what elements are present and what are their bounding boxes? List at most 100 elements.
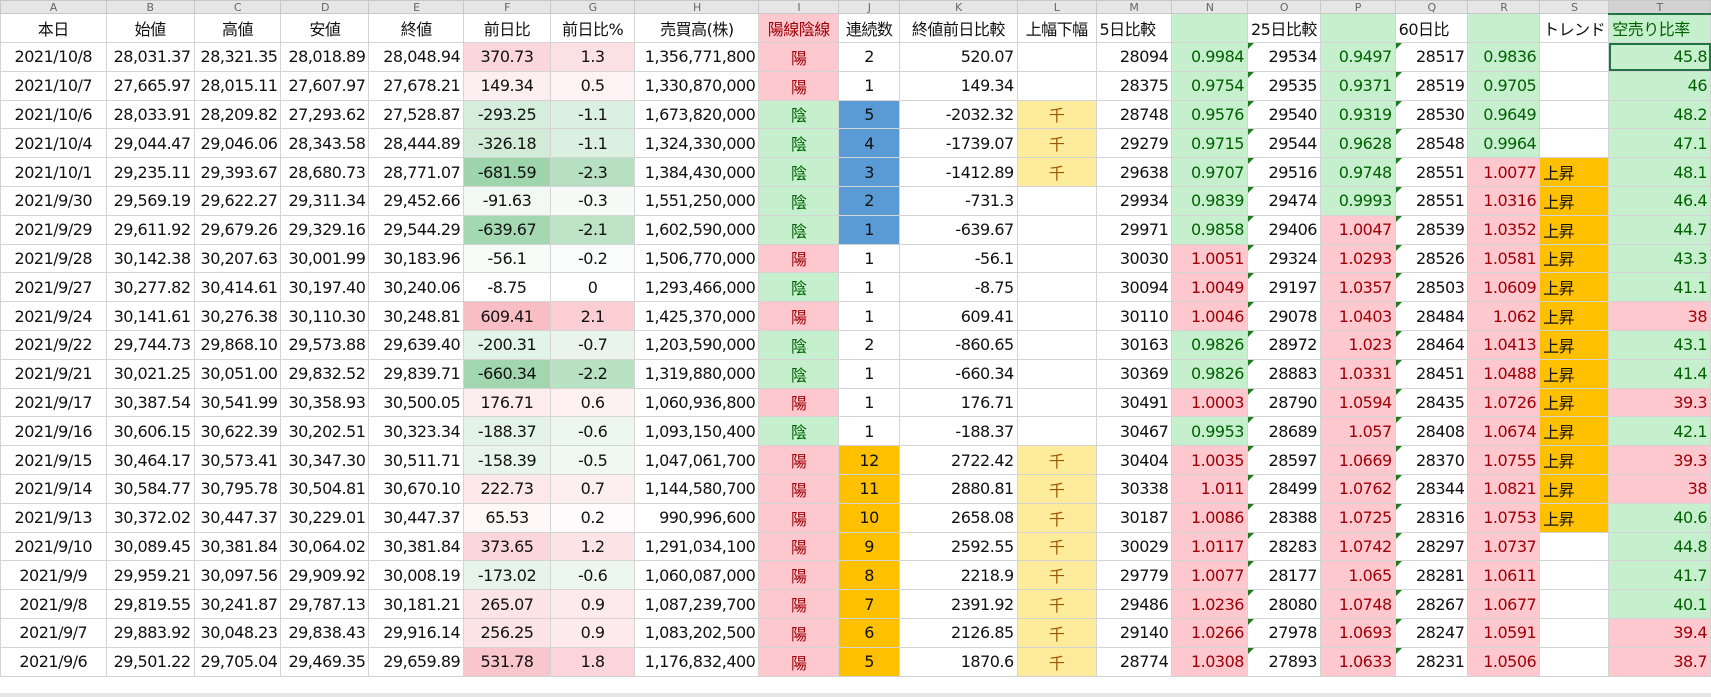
cell-H20[interactable]: 1,291,034,100 — [634, 531, 760, 562]
cell-N9[interactable]: 0.9858 — [1171, 214, 1248, 245]
cell-A4[interactable]: 2021/10/7 — [0, 70, 107, 101]
cell-K15[interactable]: 176.71 — [899, 387, 1018, 418]
cell-M17[interactable]: 30404 — [1095, 445, 1173, 475]
cell-S17[interactable]: 上昇 — [1539, 445, 1610, 475]
cell-F20[interactable]: 373.65 — [463, 531, 551, 562]
cell-S14[interactable]: 上昇 — [1539, 358, 1610, 389]
cell-E11[interactable]: 30,240.06 — [368, 272, 465, 303]
cell-D22[interactable]: 29,787.13 — [280, 589, 370, 619]
cell-G16[interactable]: -0.6 — [549, 416, 636, 447]
cell-K8[interactable]: -731.3 — [899, 185, 1018, 216]
cell-E13[interactable]: 29,639.40 — [368, 329, 465, 360]
cell-N17[interactable]: 1.0035 — [1171, 445, 1248, 475]
cell-C7[interactable]: 29,393.67 — [193, 157, 282, 187]
cell-P22[interactable]: 1.0748 — [1319, 589, 1396, 619]
cell-K11[interactable]: -8.75 — [899, 272, 1018, 303]
cell-A11[interactable]: 2021/9/27 — [0, 272, 107, 303]
cell-L16[interactable] — [1016, 416, 1097, 447]
cell-B24[interactable]: 29,501.22 — [105, 646, 195, 677]
cell-B3[interactable]: 28,031.37 — [105, 42, 195, 72]
cell-K14[interactable]: -660.34 — [899, 358, 1018, 389]
cell-J16[interactable]: 1 — [838, 416, 901, 447]
cell-N24[interactable]: 1.0308 — [1171, 646, 1248, 677]
cell-T17[interactable]: 39.3 — [1608, 445, 1711, 475]
cell-S4[interactable] — [1539, 70, 1610, 101]
cell-R6[interactable]: 0.9964 — [1467, 128, 1541, 159]
cell-D3[interactable]: 28,018.89 — [280, 42, 370, 72]
cell-D4[interactable]: 27,607.97 — [280, 70, 370, 101]
cell-Q16[interactable]: 28408 — [1394, 416, 1469, 447]
cell-I5[interactable]: 陰 — [758, 99, 840, 130]
cell-B23[interactable]: 29,883.92 — [105, 617, 195, 648]
cell-K12[interactable]: 609.41 — [899, 301, 1018, 331]
cell-R4[interactable]: 0.9705 — [1467, 70, 1541, 101]
cell-S24[interactable] — [1539, 646, 1610, 677]
cell-J10[interactable]: 1 — [838, 243, 901, 274]
cell-H16[interactable]: 1,093,150,400 — [634, 416, 760, 447]
cell-T4[interactable]: 46 — [1608, 70, 1711, 101]
cell-C4[interactable]: 28,015.11 — [193, 70, 282, 101]
cell-T12[interactable]: 38 — [1608, 301, 1711, 331]
cell-P11[interactable]: 1.0357 — [1319, 272, 1396, 303]
cell-L7[interactable]: 千 — [1016, 157, 1097, 187]
column-header-S[interactable]: S — [1539, 0, 1610, 14]
header-cell[interactable] — [1171, 13, 1248, 43]
header-cell[interactable]: 25日比較 — [1246, 13, 1321, 43]
cell-P7[interactable]: 0.9748 — [1319, 157, 1396, 187]
cell-M11[interactable]: 30094 — [1095, 272, 1173, 303]
cell-I18[interactable]: 陽 — [758, 473, 840, 504]
cell-M15[interactable]: 30491 — [1095, 387, 1173, 418]
cell-M19[interactable]: 30187 — [1095, 502, 1173, 533]
cell-L21[interactable]: 千 — [1016, 560, 1097, 591]
cell-D12[interactable]: 30,110.30 — [280, 301, 370, 331]
cell-C14[interactable]: 30,051.00 — [193, 358, 282, 389]
cell-H10[interactable]: 1,506,770,000 — [634, 243, 760, 274]
cell-R22[interactable]: 1.0677 — [1467, 589, 1541, 619]
cell-K17[interactable]: 2722.42 — [899, 445, 1018, 475]
cell-D15[interactable]: 30,358.93 — [280, 387, 370, 418]
cell-C10[interactable]: 30,207.63 — [193, 243, 282, 274]
cell-P14[interactable]: 1.0331 — [1319, 358, 1396, 389]
cell-K18[interactable]: 2880.81 — [899, 473, 1018, 504]
cell-G10[interactable]: -0.2 — [549, 243, 636, 274]
cell-O19[interactable]: 28388 — [1246, 502, 1321, 533]
cell-R10[interactable]: 1.0581 — [1467, 243, 1541, 274]
cell-L15[interactable] — [1016, 387, 1097, 418]
cell-B21[interactable]: 29,959.21 — [105, 560, 195, 591]
cell-B18[interactable]: 30,584.77 — [105, 473, 195, 504]
cell-K3[interactable]: 520.07 — [899, 42, 1018, 72]
column-header-P[interactable]: P — [1319, 0, 1396, 14]
cell-H21[interactable]: 1,060,087,000 — [634, 560, 760, 591]
cell-R20[interactable]: 1.0737 — [1467, 531, 1541, 562]
cell-Q20[interactable]: 28297 — [1394, 531, 1469, 562]
cell-O23[interactable]: 27978 — [1246, 617, 1321, 648]
cell-O13[interactable]: 28972 — [1246, 329, 1321, 360]
cell-S7[interactable]: 上昇 — [1539, 157, 1610, 187]
cell-H23[interactable]: 1,083,202,500 — [634, 617, 760, 648]
cell-D10[interactable]: 30,001.99 — [280, 243, 370, 274]
cell-K6[interactable]: -1739.07 — [899, 128, 1018, 159]
cell-Q14[interactable]: 28451 — [1394, 358, 1469, 389]
cell-P18[interactable]: 1.0762 — [1319, 473, 1396, 504]
cell-J7[interactable]: 3 — [838, 157, 901, 187]
cell-F22[interactable]: 265.07 — [463, 589, 551, 619]
header-cell[interactable]: 前日比% — [549, 13, 636, 43]
cell-N6[interactable]: 0.9715 — [1171, 128, 1248, 159]
column-header-D[interactable]: D — [280, 0, 370, 14]
cell-I12[interactable]: 陽 — [758, 301, 840, 331]
cell-S11[interactable]: 上昇 — [1539, 272, 1610, 303]
cell-F4[interactable]: 149.34 — [463, 70, 551, 101]
cell-G14[interactable]: -2.2 — [549, 358, 636, 389]
cell-N12[interactable]: 1.0046 — [1171, 301, 1248, 331]
cell-E15[interactable]: 30,500.05 — [368, 387, 465, 418]
cell-D20[interactable]: 30,064.02 — [280, 531, 370, 562]
cell-Q19[interactable]: 28316 — [1394, 502, 1469, 533]
cell-I14[interactable]: 陰 — [758, 358, 840, 389]
cell-P21[interactable]: 1.065 — [1319, 560, 1396, 591]
cell-J21[interactable]: 8 — [838, 560, 901, 591]
cell-G13[interactable]: -0.7 — [549, 329, 636, 360]
cell-M20[interactable]: 30029 — [1095, 531, 1173, 562]
cell-L10[interactable] — [1016, 243, 1097, 274]
cell-N13[interactable]: 0.9826 — [1171, 329, 1248, 360]
cell-T21[interactable]: 41.7 — [1608, 560, 1711, 591]
